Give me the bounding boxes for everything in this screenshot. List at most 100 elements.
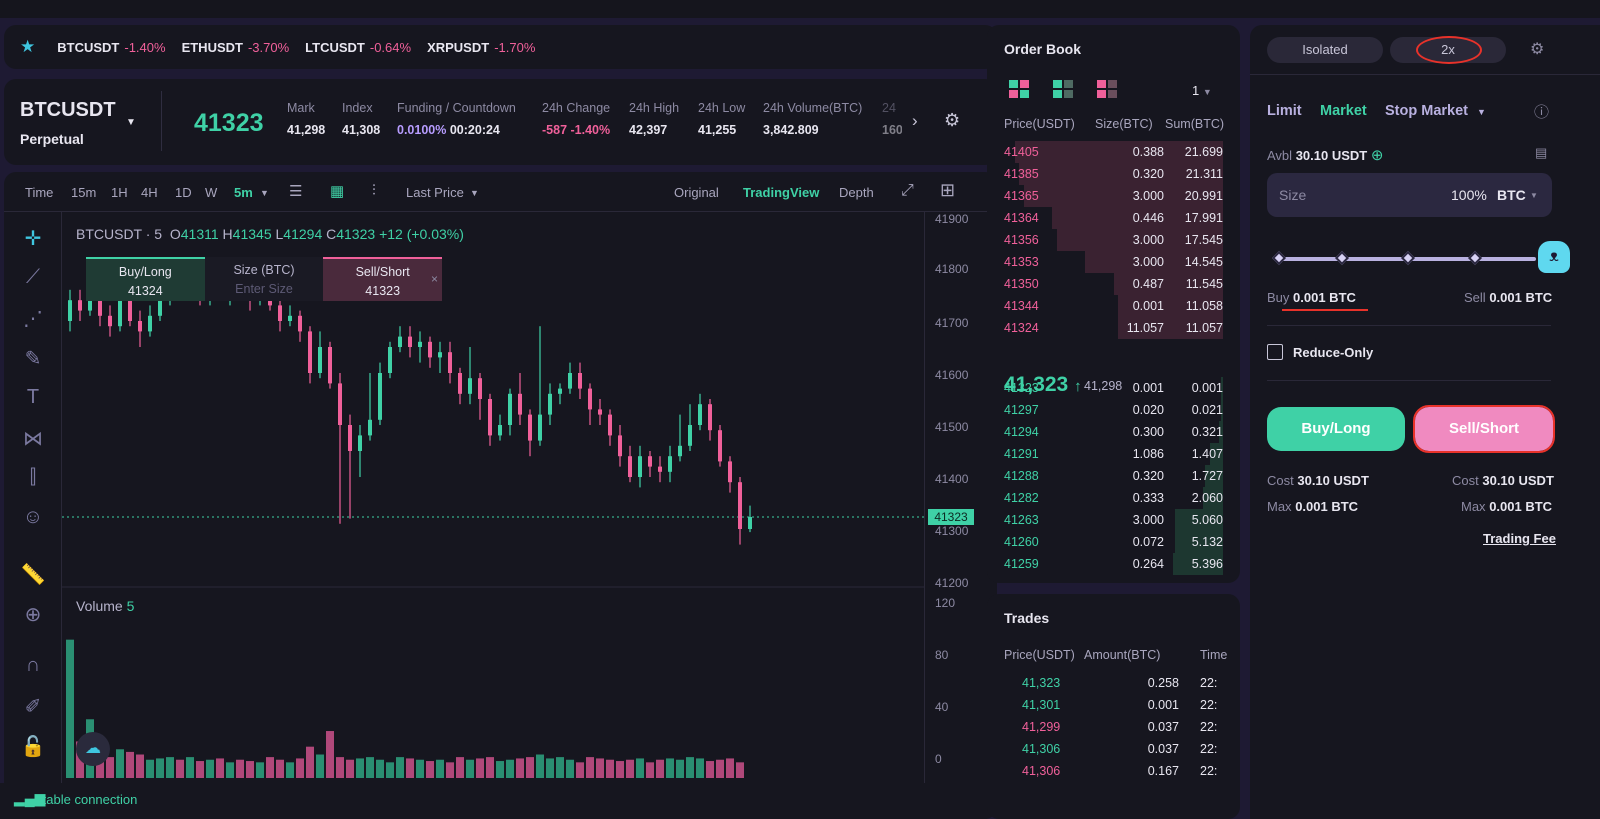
zoom-in-icon[interactable]: ⊕ [24, 604, 42, 626]
bid-row[interactable]: 41282 0.333 2.060 [987, 487, 1240, 509]
size-input[interactable]: Size 100% BTC ▼ [1267, 173, 1552, 217]
interval-4h[interactable]: 4H [141, 185, 158, 200]
ob-cell-price: 41291 [1004, 447, 1039, 461]
quick-trade-close-icon[interactable]: × [431, 272, 439, 286]
measure-lines-icon[interactable]: ⫿ [29, 466, 37, 488]
expand-icon[interactable]: ⤢ [901, 182, 914, 199]
margin-settings-icon[interactable]: ⚙ [1530, 41, 1545, 58]
view-depth[interactable]: Depth [839, 185, 874, 200]
unlock-icon[interactable]: 🔓 [20, 736, 46, 758]
ask-row[interactable]: 41350 0.487 11.545 [987, 273, 1240, 295]
price-type-dropdown-icon[interactable]: ▼ [470, 188, 479, 198]
volume-tick: 120 [935, 596, 956, 610]
view-original[interactable]: Original [674, 185, 719, 200]
ask-row[interactable]: 41344 0.001 11.058 [987, 295, 1240, 317]
margin-mode-isolated[interactable]: Isolated [1267, 37, 1383, 63]
quick-sell-button[interactable]: Sell/Short 41323 [323, 257, 443, 301]
interval-1d[interactable]: 1D [175, 185, 192, 200]
status-bar: ▂▄▆ Stable connection [0, 783, 987, 819]
unit-dropdown-icon[interactable]: ▼ [1530, 191, 1538, 200]
pattern-icon[interactable]: ⋈ [23, 428, 43, 450]
bid-row[interactable]: 41263 3.000 5.060 [987, 509, 1240, 531]
ticker-ltcusdt[interactable]: LTCUSDT -0.64% [305, 39, 412, 55]
building-icon[interactable]: ▦ [330, 183, 345, 200]
fib-tool-icon[interactable]: ⋰ [23, 308, 43, 330]
sell-short-button[interactable]: Sell/Short [1413, 405, 1555, 453]
tab-stop-market[interactable]: Stop Market [1385, 103, 1468, 119]
ask-row[interactable]: 41405 0.388 21.699 [987, 141, 1240, 163]
interval-w[interactable]: W [205, 185, 218, 200]
precision-select[interactable]: 1 ▼ [1192, 83, 1212, 98]
slider-step[interactable] [1334, 250, 1350, 266]
ticker-xrpusdt[interactable]: XRPUSDT -1.70% [427, 39, 536, 55]
reduce-only-checkbox[interactable] [1267, 344, 1283, 360]
symbol-name[interactable]: BTCUSDT [20, 99, 116, 121]
chevron-right-icon[interactable]: › [912, 111, 918, 130]
interval-15m[interactable]: 15m [71, 185, 97, 200]
size-unit-select[interactable]: BTC [1497, 187, 1526, 203]
bid-row[interactable]: 41288 0.320 1.727 [987, 465, 1240, 487]
contract-type[interactable]: Perpetual [20, 131, 84, 147]
interval-dropdown-icon[interactable]: ▼ [260, 188, 269, 198]
ask-row[interactable]: 41356 3.000 17.545 [987, 229, 1240, 251]
bid-row[interactable]: 41294 0.300 0.321 [987, 421, 1240, 443]
candle-body [628, 456, 632, 477]
bid-row[interactable]: 41260 0.072 5.132 [987, 531, 1240, 553]
last-price: 41323 [194, 109, 264, 137]
text-tool-icon[interactable]: T [26, 386, 40, 408]
slider-step[interactable] [1467, 250, 1483, 266]
bid-row[interactable]: 41259 0.264 5.396 [987, 553, 1240, 575]
brush-icon[interactable]: ✎ [24, 348, 42, 370]
trend-line-icon[interactable]: ⟋ [26, 266, 40, 288]
book-both-icon[interactable] [1009, 80, 1029, 98]
candle-type-icon[interactable]: ⫶ [372, 182, 376, 199]
bid-row[interactable]: 41297 0.020 0.021 [987, 399, 1240, 421]
grid-layout-icon[interactable]: ⊞ [940, 180, 956, 200]
info-icon[interactable]: ⓘ [1534, 104, 1550, 121]
chart-plot[interactable] [62, 212, 997, 819]
ask-row[interactable]: 41365 3.000 20.991 [987, 185, 1240, 207]
favorites-star-icon[interactable]: ★ [20, 37, 36, 56]
add-funds-icon[interactable]: ⊕ [1370, 147, 1384, 164]
indicators-icon[interactable]: ☰ [289, 183, 303, 200]
trading-fee-link[interactable]: Trading Fee [1483, 531, 1556, 546]
interval-time[interactable]: Time [25, 185, 54, 200]
slider-step[interactable] [1400, 250, 1416, 266]
quick-buy-button[interactable]: Buy/Long 41324 [86, 257, 205, 301]
bid-row[interactable]: 41291 1.086 1.407 [987, 443, 1240, 465]
emoji-icon[interactable]: ☺ [22, 506, 44, 528]
price-axis[interactable]: 41900 41800 41700 41600 41500 41400 4130… [924, 212, 997, 819]
ticker-ethusdt[interactable]: ETHUSDT -3.70% [181, 39, 290, 55]
ob-cell-price: 41385 [1004, 167, 1039, 181]
quick-size-input[interactable]: Size (BTC) Enter Size [233, 263, 295, 296]
settings-sliders-icon[interactable]: ⚙ [944, 110, 961, 130]
buy-long-button[interactable]: Buy/Long [1267, 407, 1405, 451]
trades-title: Trades [1004, 610, 1050, 626]
ask-row[interactable]: 41364 0.446 17.991 [987, 207, 1240, 229]
ask-row[interactable]: 41353 3.000 14.545 [987, 251, 1240, 273]
symbol-dropdown-icon[interactable]: ▼ [126, 117, 136, 128]
ask-row[interactable]: 41385 0.320 21.311 [987, 163, 1240, 185]
tab-market[interactable]: Market [1320, 103, 1367, 119]
view-tradingview[interactable]: TradingView [743, 185, 820, 200]
crosshair-icon[interactable]: ✛ [24, 228, 42, 250]
bid-row[interactable]: 41323 0.001 0.001 [987, 377, 1240, 399]
ruler-icon[interactable]: 📏 [20, 564, 46, 586]
price-type-select[interactable]: Last Price [406, 185, 464, 200]
ticker-btcusdt[interactable]: BTCUSDT -1.40% [57, 39, 166, 55]
tab-limit[interactable]: Limit [1267, 103, 1302, 119]
magnet-icon[interactable]: ∩ [25, 654, 41, 676]
size-slider[interactable] [1271, 250, 1536, 266]
interval-5m[interactable]: 5m [234, 185, 253, 200]
slider-step[interactable] [1271, 250, 1287, 266]
book-asks-icon[interactable] [1097, 80, 1117, 98]
slider-mascot-handle-icon[interactable]: ᴥ [1538, 241, 1570, 273]
reduce-only-label[interactable]: Reduce-Only [1293, 345, 1374, 360]
ask-row[interactable]: 41324 11.057 11.057 [987, 317, 1240, 339]
lock-drawing-icon[interactable]: ✐ [24, 696, 42, 718]
interval-1h[interactable]: 1H [111, 185, 128, 200]
tradingview-logo-icon[interactable]: ☁ [76, 732, 110, 766]
book-bids-icon[interactable] [1053, 80, 1073, 98]
stop-market-dropdown-icon[interactable]: ▼ [1477, 107, 1486, 117]
calculator-icon[interactable]: ▤ [1535, 145, 1548, 160]
